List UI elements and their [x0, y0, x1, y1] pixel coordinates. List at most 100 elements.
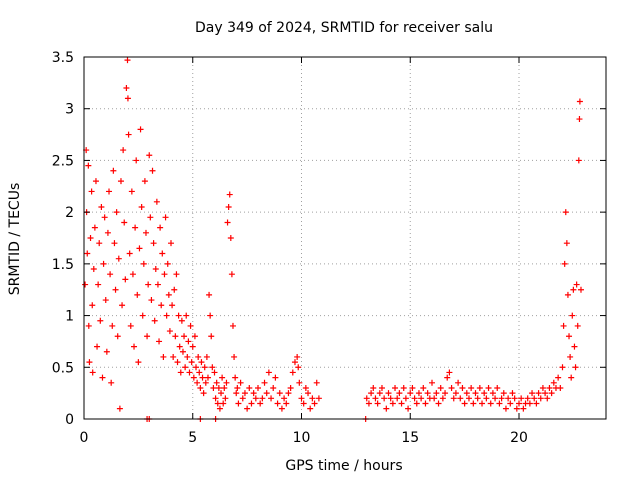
data-point	[422, 400, 429, 407]
data-point	[147, 214, 154, 221]
data-point	[218, 390, 225, 397]
data-point	[209, 364, 216, 371]
data-point	[132, 224, 139, 231]
data-point	[461, 400, 468, 407]
data-point	[101, 214, 108, 221]
data-point	[114, 333, 121, 340]
data-point	[124, 57, 131, 64]
data-point	[198, 359, 205, 366]
data-point	[437, 384, 444, 391]
data-point	[186, 369, 193, 376]
data-point	[220, 400, 227, 407]
data-point	[459, 384, 466, 391]
data-point	[378, 384, 385, 391]
data-point	[224, 219, 231, 226]
data-point	[562, 209, 569, 216]
data-point	[511, 395, 518, 402]
data-point	[413, 400, 420, 407]
data-point	[370, 384, 377, 391]
data-point	[219, 374, 226, 381]
data-point	[211, 369, 218, 376]
data-point	[231, 353, 238, 360]
data-point	[476, 384, 483, 391]
data-point	[123, 85, 130, 92]
data-point	[274, 400, 281, 407]
data-point	[95, 281, 102, 288]
data-point	[450, 395, 457, 402]
data-point	[250, 390, 257, 397]
data-point	[550, 379, 557, 386]
data-point	[152, 266, 159, 273]
data-point	[202, 379, 209, 386]
data-point	[492, 395, 499, 402]
data-point	[577, 286, 584, 293]
data-point	[157, 224, 164, 231]
data-point	[110, 167, 117, 174]
data-point	[237, 379, 244, 386]
data-point	[96, 240, 103, 247]
data-point	[116, 405, 123, 412]
data-point	[309, 395, 316, 402]
data-point	[183, 312, 190, 319]
data-point	[175, 312, 182, 319]
data-point	[563, 240, 570, 247]
data-point	[199, 374, 206, 381]
data-point	[564, 291, 571, 298]
data-point	[179, 348, 186, 355]
data-point	[122, 276, 129, 283]
data-point	[465, 395, 472, 402]
data-point	[104, 229, 111, 236]
data-point	[272, 374, 279, 381]
data-point	[181, 333, 188, 340]
data-point	[111, 240, 118, 247]
data-point	[405, 405, 412, 412]
y-tick-label: 2	[65, 205, 74, 221]
data-point	[561, 260, 568, 267]
data-point	[112, 286, 119, 293]
data-point	[203, 353, 210, 360]
data-point	[374, 400, 381, 407]
data-point	[98, 203, 105, 210]
data-point	[137, 126, 144, 133]
data-point	[139, 312, 146, 319]
data-point	[161, 271, 168, 278]
data-point	[263, 390, 270, 397]
data-point	[468, 384, 475, 391]
data-point	[502, 405, 509, 412]
data-point	[539, 384, 546, 391]
data-point	[368, 390, 375, 397]
data-point	[191, 333, 198, 340]
data-point	[213, 379, 220, 386]
data-point	[144, 333, 151, 340]
data-point	[302, 384, 309, 391]
data-point	[187, 322, 194, 329]
data-point	[544, 395, 551, 402]
data-point	[120, 147, 127, 154]
data-point	[246, 384, 253, 391]
data-point	[296, 379, 303, 386]
data-point	[221, 384, 228, 391]
data-point	[159, 250, 166, 257]
data-point	[239, 395, 246, 402]
x-tick-label: 15	[401, 430, 419, 446]
data-point	[281, 395, 288, 402]
plot-border	[83, 56, 607, 420]
data-point	[526, 400, 533, 407]
data-point	[208, 333, 215, 340]
chart-title: Day 349 of 2024, SRMTID for receiver sal…	[195, 20, 493, 36]
data-point	[228, 271, 235, 278]
data-point	[418, 395, 425, 402]
data-point	[576, 116, 583, 123]
data-point	[178, 317, 185, 324]
data-point	[455, 379, 462, 386]
data-point	[300, 400, 307, 407]
data-point	[100, 260, 107, 267]
data-point	[573, 281, 580, 288]
data-point	[429, 379, 435, 386]
data-point	[402, 395, 409, 402]
data-point	[89, 369, 96, 376]
data-point	[194, 379, 201, 386]
axis-ticks: 0 5 10 15 20 0 0.5 1 1.5 2 2.5 3 3.5	[52, 50, 606, 446]
data-point	[126, 250, 133, 257]
data-point	[158, 302, 165, 309]
